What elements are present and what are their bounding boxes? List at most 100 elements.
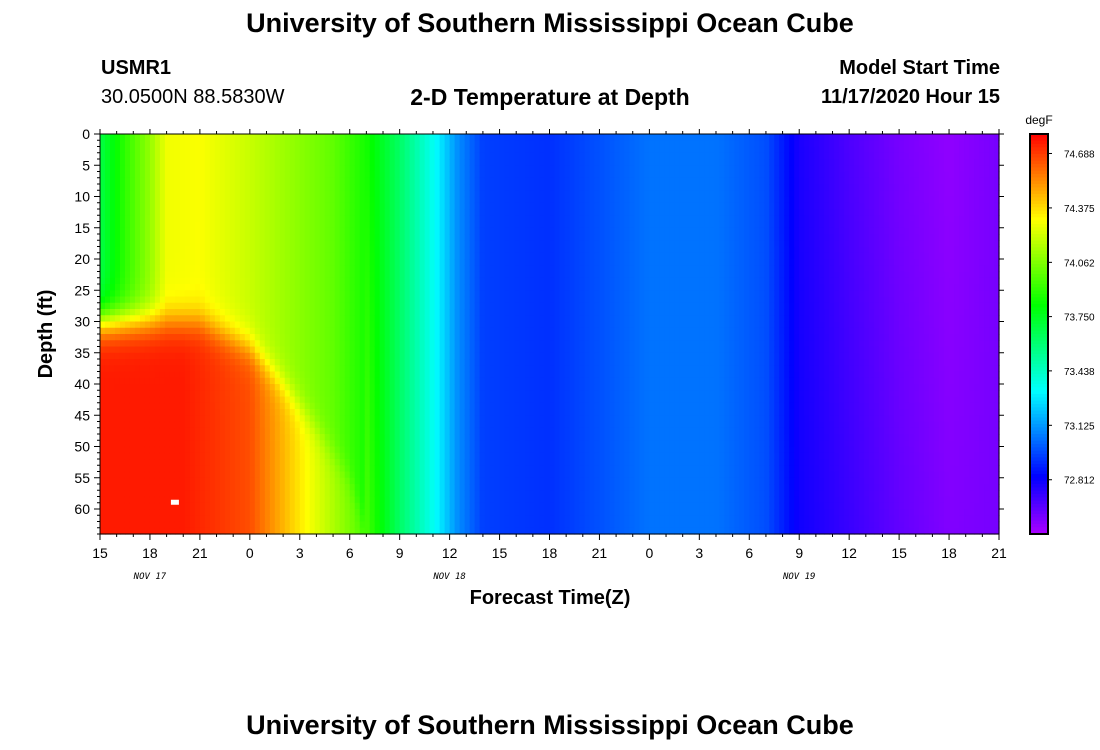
heatmap-cell <box>164 159 171 166</box>
heatmap-cell <box>334 409 341 416</box>
heatmap-cell <box>479 384 486 391</box>
heatmap-cell <box>249 284 256 291</box>
heatmap-cell <box>144 252 151 260</box>
heatmap-cell <box>194 290 201 298</box>
heatmap-cell <box>279 152 286 160</box>
heatmap-cell <box>214 202 221 210</box>
heatmap-cell <box>199 259 206 266</box>
heatmap-cell <box>399 271 406 279</box>
heatmap-cell <box>469 334 476 341</box>
heatmap-cell <box>344 140 351 148</box>
heatmap-cell <box>299 215 306 223</box>
heatmap-cell <box>469 440 476 448</box>
heatmap-cell <box>454 315 461 323</box>
heatmap-cell <box>484 240 491 248</box>
heatmap-cell <box>104 165 111 173</box>
heatmap-cell <box>269 177 276 185</box>
heatmap-cell <box>409 309 416 316</box>
heatmap-cell <box>154 271 161 279</box>
heatmap-cell <box>449 502 456 510</box>
heatmap-cell <box>429 384 436 391</box>
heatmap-cell <box>259 234 266 241</box>
heatmap-cell <box>419 371 426 379</box>
heatmap-cell <box>224 159 231 166</box>
heatmap-cell <box>394 340 401 348</box>
heatmap-cell <box>429 340 436 348</box>
heatmap-cell <box>229 502 236 510</box>
heatmap-cell <box>134 346 141 354</box>
heatmap-cell <box>159 452 166 460</box>
heatmap-cell <box>159 527 166 535</box>
heatmap-cell <box>234 396 241 404</box>
heatmap-cell <box>434 502 441 510</box>
heatmap-cell <box>404 184 411 191</box>
heatmap-cell <box>434 240 441 248</box>
heatmap-cell <box>269 352 276 360</box>
heatmap-cell <box>484 446 491 454</box>
heatmap-cell <box>444 446 451 454</box>
heatmap-cell <box>144 284 151 291</box>
heatmap-cell <box>464 252 471 260</box>
heatmap-cell <box>334 209 341 216</box>
heatmap-cell <box>404 177 411 185</box>
heatmap-cell <box>124 427 131 435</box>
heatmap-cell <box>279 215 286 223</box>
heatmap-cell <box>414 277 421 285</box>
heatmap-cell <box>124 359 131 366</box>
heatmap-cell <box>259 159 266 166</box>
heatmap-cell <box>299 334 306 341</box>
heatmap-cell <box>404 284 411 291</box>
heatmap-cell <box>184 271 191 279</box>
heatmap-cell <box>204 484 211 491</box>
heatmap-cell <box>174 334 181 341</box>
heatmap-cell <box>234 402 241 410</box>
heatmap-cell <box>404 346 411 354</box>
heatmap-cell <box>339 390 346 398</box>
heatmap-cell <box>364 327 371 335</box>
heatmap-cell <box>329 484 336 491</box>
heatmap-cell <box>159 252 166 260</box>
heatmap-cell <box>384 321 391 329</box>
heatmap-cell <box>384 246 391 254</box>
heatmap-cell <box>389 452 396 460</box>
heatmap-cell <box>174 421 181 429</box>
heatmap-cell <box>239 527 246 535</box>
heatmap-cell <box>164 496 171 504</box>
heatmap-cell <box>369 165 376 173</box>
heatmap-cell <box>369 334 376 341</box>
heatmap-cell <box>319 359 326 366</box>
heatmap-cell <box>249 246 256 254</box>
heatmap-cell <box>439 490 446 498</box>
heatmap-cell <box>104 365 111 373</box>
heatmap-cell <box>254 321 261 329</box>
heatmap-cell <box>209 227 216 235</box>
heatmap-cell <box>324 202 331 210</box>
heatmap-cell <box>289 484 296 491</box>
heatmap-cell <box>379 359 386 366</box>
heatmap-cell <box>114 471 121 479</box>
heatmap-cell <box>414 165 421 173</box>
heatmap-cell <box>424 446 431 454</box>
heatmap-cell <box>404 415 411 423</box>
heatmap-cell <box>359 390 366 398</box>
heatmap-cell <box>404 240 411 248</box>
heatmap-cell <box>324 277 331 285</box>
heatmap-cell <box>354 140 361 148</box>
heatmap-cell <box>414 384 421 391</box>
heatmap-cell <box>264 446 271 454</box>
heatmap-cell <box>174 465 181 473</box>
heatmap-cell <box>284 134 291 141</box>
heatmap-cell <box>429 215 436 223</box>
heatmap-cell <box>174 384 181 391</box>
heatmap-cell <box>324 384 331 391</box>
heatmap-cell <box>384 396 391 404</box>
heatmap-cell <box>264 265 271 273</box>
heatmap-cell <box>164 165 171 173</box>
heatmap-cell <box>299 134 306 141</box>
heatmap-cell <box>209 390 216 398</box>
heatmap-cell <box>149 290 156 298</box>
heatmap-cell <box>319 202 326 210</box>
heatmap-cell <box>239 402 246 410</box>
heatmap-cell <box>339 240 346 248</box>
heatmap-cell <box>309 477 316 485</box>
